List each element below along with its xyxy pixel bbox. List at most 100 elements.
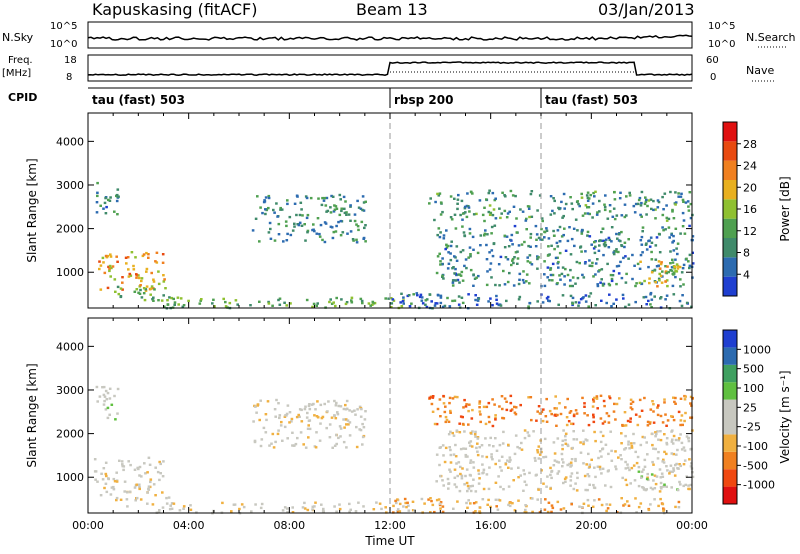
- heatmap-cell: [99, 264, 103, 267]
- heatmap-cell: [658, 251, 662, 254]
- heatmap-cell: [318, 235, 322, 238]
- heatmap-cell: [597, 249, 601, 252]
- heatmap-cell: [278, 303, 282, 306]
- heatmap-cell: [671, 208, 674, 212]
- heatmap-cell: [104, 461, 108, 464]
- heatmap-cell: [157, 282, 161, 286]
- colorbar-tick-label: -25: [743, 421, 761, 434]
- heatmap-cell: [642, 296, 646, 299]
- heatmap-cell: [546, 295, 550, 299]
- heatmap-cell: [570, 237, 574, 241]
- heatmap-cell: [439, 263, 442, 266]
- heatmap-cell: [542, 456, 545, 459]
- heatmap-cell: [505, 216, 509, 219]
- heatmap-cell: [477, 469, 480, 472]
- heatmap-cell: [264, 413, 268, 416]
- heatmap-cell: [304, 405, 307, 408]
- heatmap-cell: [530, 263, 534, 266]
- colorbar-swatch: [723, 276, 737, 296]
- heatmap-cell: [331, 446, 334, 449]
- heatmap-cell: [676, 267, 680, 270]
- heatmap-cell: [672, 293, 676, 296]
- heatmap-cell: [651, 269, 654, 273]
- heatmap-cell: [439, 294, 443, 297]
- heatmap-cell: [339, 427, 343, 430]
- heatmap-cell: [657, 450, 660, 454]
- heatmap-cell: [364, 410, 367, 413]
- heatmap-cell: [620, 244, 623, 247]
- heatmap-cell: [305, 298, 309, 302]
- heatmap-cell: [596, 407, 599, 410]
- heatmap-cell: [111, 265, 115, 268]
- heatmap-cell: [339, 198, 342, 201]
- heatmap-cell: [101, 256, 105, 260]
- heatmap-cell: [510, 233, 514, 237]
- heatmap-cell: [283, 506, 287, 509]
- heatmap-cell: [615, 298, 618, 301]
- heatmap-cell: [646, 420, 650, 424]
- heatmap-cell: [290, 420, 293, 423]
- heatmap-cell: [323, 221, 327, 224]
- heatmap-cell: [598, 468, 602, 471]
- heatmap-cell: [507, 245, 511, 248]
- heatmap-cell: [447, 262, 451, 265]
- heatmap-cell: [407, 504, 410, 507]
- heatmap-cell: [264, 208, 267, 211]
- heatmap-cell: [254, 503, 257, 506]
- heatmap-cell: [478, 477, 481, 480]
- heatmap-cell: [665, 271, 668, 275]
- heatmap-cell: [337, 436, 340, 440]
- heatmap-cell: [523, 240, 526, 244]
- heatmap-cell: [333, 505, 336, 508]
- heatmap-cell: [683, 232, 687, 235]
- heatmap-cell: [517, 499, 520, 502]
- heatmap-cell: [537, 256, 540, 259]
- heatmap-cell: [657, 404, 660, 407]
- heatmap-cell: [534, 474, 538, 477]
- heatmap-cell: [266, 400, 270, 403]
- heatmap-cell: [681, 198, 685, 202]
- colorbar-tick-label: 16: [743, 203, 757, 216]
- heatmap-cell: [138, 487, 141, 491]
- heatmap-cell: [449, 252, 452, 255]
- heatmap-cell: [588, 483, 591, 486]
- heatmap-cell: [583, 262, 587, 265]
- heatmap-cell: [600, 230, 603, 234]
- heatmap-cell: [442, 454, 445, 457]
- heatmap-cell: [614, 467, 618, 471]
- heatmap-cell: [568, 284, 572, 288]
- heatmap-cell: [547, 501, 551, 504]
- heatmap-cell: [677, 506, 681, 509]
- heatmap-cell: [560, 272, 564, 276]
- heatmap-cell: [609, 430, 612, 433]
- heatmap-cell: [466, 455, 469, 458]
- heatmap-cell: [514, 413, 518, 416]
- heatmap-cell: [464, 211, 467, 214]
- heatmap-cell: [234, 299, 238, 302]
- heatmap-cell: [624, 460, 627, 464]
- heatmap-cell: [549, 466, 552, 470]
- heatmap-cell: [576, 276, 580, 280]
- heatmap-cell: [572, 438, 576, 441]
- heatmap-cell: [103, 271, 107, 275]
- heatmap-cell: [279, 424, 283, 427]
- heatmap-cell: [504, 463, 508, 466]
- colorbar-label: Power [dB]: [778, 176, 792, 241]
- heatmap-cell: [637, 198, 641, 202]
- heatmap-cell: [500, 395, 504, 398]
- heatmap-cell: [549, 487, 552, 490]
- heatmap-cell: [650, 250, 653, 254]
- heatmap-cell: [475, 276, 478, 279]
- y-tick-label: 3000: [56, 179, 84, 192]
- heatmap-cell: [572, 414, 576, 418]
- heatmap-cell: [566, 444, 570, 448]
- heatmap-cell: [607, 236, 611, 240]
- heatmap-cell: [680, 441, 684, 445]
- heatmap-cell: [102, 207, 105, 210]
- heatmap-cell: [104, 254, 108, 258]
- heatmap-cell: [138, 465, 142, 469]
- heatmap-cell: [465, 204, 469, 208]
- heatmap-cell: [691, 262, 695, 265]
- heatmap-cell: [498, 443, 502, 447]
- heatmap-cell: [353, 213, 357, 216]
